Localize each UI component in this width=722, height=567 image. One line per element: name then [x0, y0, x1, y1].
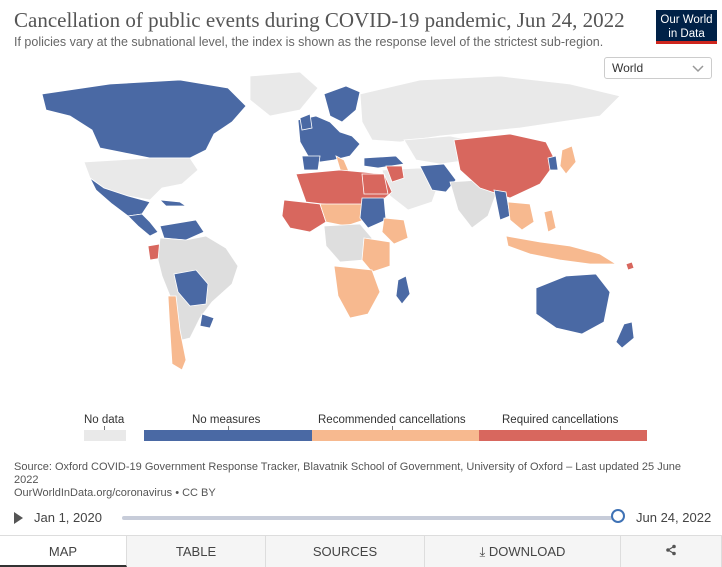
- region-cuba: [158, 199, 188, 207]
- region-new-zealand: [615, 321, 635, 349]
- legend-tick: [104, 426, 105, 430]
- region-uk: [299, 113, 313, 131]
- legend-label-required: Required cancellations: [502, 414, 619, 426]
- region-north-america: [41, 79, 247, 159]
- region-southern-africa: [333, 265, 381, 319]
- region-select-value: World: [612, 61, 644, 75]
- region-iberia: [301, 155, 321, 171]
- legend-swatch-recommended[interactable]: [312, 430, 479, 441]
- tab-table[interactable]: TABLE: [127, 536, 266, 567]
- region-indonesia: [505, 235, 618, 265]
- region-venezuela: [159, 219, 205, 241]
- source-line-1: Source: Oxford COVID-19 Government Respo…: [14, 461, 682, 473]
- source-line-2: 2022: [14, 474, 39, 486]
- timeline-track[interactable]: [122, 516, 620, 520]
- legend-tick: [228, 426, 229, 430]
- region-west-africa: [281, 199, 327, 233]
- legend-tick: [560, 426, 561, 430]
- region-sudan: [359, 197, 387, 229]
- region-russia: [359, 75, 621, 143]
- chart-subtitle: If policies vary at the subnational leve…: [14, 35, 604, 49]
- region-central-america: [127, 213, 159, 237]
- legend-label-recommended: Recommended cancellations: [318, 414, 466, 426]
- tab-map[interactable]: MAP: [0, 536, 127, 567]
- region-greenland: [249, 71, 319, 117]
- timeline-start-label: Jan 1, 2020: [34, 510, 102, 525]
- region-korea: [547, 155, 559, 171]
- tab-download[interactable]: ⤓ DOWNLOAD: [425, 536, 621, 567]
- chevron-down-icon: [692, 65, 704, 73]
- legend-label-no-measures: No measures: [192, 414, 261, 426]
- owid-logo[interactable]: Our World in Data: [656, 10, 717, 44]
- region-iraq-syria: [385, 165, 405, 183]
- region-australia: [535, 273, 611, 335]
- region-bolivia-paraguay: [173, 269, 209, 307]
- region-southeast-asia: [507, 201, 535, 231]
- legend-tick: [392, 426, 393, 430]
- timeline: Jan 1, 2020 Jun 24, 2022: [0, 506, 722, 532]
- region-scandinavia: [323, 85, 361, 123]
- legend-swatch-no-measures[interactable]: [144, 430, 312, 441]
- legend-swatch-no-data[interactable]: [84, 430, 126, 441]
- region-pacific-islands: [625, 261, 635, 271]
- legend-label-no-data: No data: [84, 414, 125, 426]
- region-uruguay: [199, 313, 215, 329]
- legend-swatch-required[interactable]: [479, 430, 647, 441]
- tab-share[interactable]: [621, 536, 722, 567]
- source-link[interactable]: OurWorldInData.org/coronavirus • CC BY: [14, 487, 216, 499]
- region-china: [453, 133, 557, 199]
- region-sahel: [319, 203, 365, 227]
- region-east-africa: [361, 237, 391, 273]
- logo-line-1: Our World: [660, 14, 713, 26]
- tab-bar: MAP TABLE SOURCES ⤓ DOWNLOAD: [0, 535, 722, 567]
- logo-line-2: in Data: [668, 28, 705, 40]
- region-ethiopia: [381, 217, 409, 245]
- chart-title: Cancellation of public events during COV…: [14, 8, 625, 32]
- share-icon: [666, 544, 676, 556]
- timeline-end-label: Jun 24, 2022: [636, 510, 712, 525]
- world-map: [41, 71, 635, 371]
- region-egypt: [361, 173, 389, 195]
- region-madagascar: [395, 275, 411, 305]
- region-japan: [559, 145, 577, 175]
- source-note: Source: Oxford COVID-19 Government Respo…: [14, 461, 704, 500]
- region-select[interactable]: World: [604, 57, 712, 79]
- tab-sources[interactable]: SOURCES: [266, 536, 425, 567]
- region-philippines: [543, 209, 557, 233]
- timeline-handle[interactable]: [611, 509, 625, 523]
- region-chile: [167, 295, 187, 371]
- play-icon[interactable]: [14, 512, 23, 524]
- region-europe-west: [297, 115, 361, 163]
